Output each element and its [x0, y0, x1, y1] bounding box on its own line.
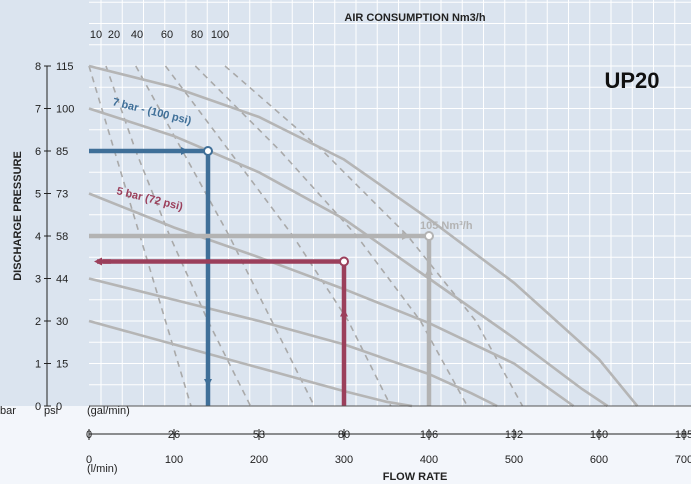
y-axis-title: DISCHARGE PRESSURE — [12, 151, 24, 281]
x-tick-label-lmin: 200 — [250, 454, 268, 466]
x-tick-label-lmin: 300 — [335, 454, 353, 466]
x-tick-label-lmin: 0 — [86, 454, 92, 466]
x-axis-title: FLOW RATE — [383, 471, 448, 483]
y-unit-psi: psi — [44, 405, 58, 417]
y-tick-label-psi: 85 — [56, 146, 68, 158]
top-tick-label: 40 — [131, 29, 143, 41]
x-tick-label-gal: 185 — [675, 429, 691, 441]
y-tick-label-bar: 2 — [35, 316, 41, 328]
x-axis-ticks: 0026100532008030010640013250016060018570… — [86, 429, 691, 466]
y-tick-label-psi: 115 — [56, 61, 74, 73]
blue-operating-point — [203, 146, 213, 156]
x-tick-label-lmin: 600 — [590, 454, 608, 466]
x-tick-label-lmin: 400 — [420, 454, 438, 466]
x-tick-label-lmin: 700 — [675, 454, 691, 466]
x-unit-gal: (gal/min) — [87, 405, 130, 417]
air-consumption-curve-100 — [224, 65, 524, 407]
y-tick-label-psi: 0 — [56, 401, 62, 413]
top-axis-title: AIR CONSUMPTION Nm3/h — [344, 12, 485, 24]
air-consumption-curve-40 — [135, 65, 316, 407]
red-operating-point — [339, 256, 349, 267]
top-tick-label: 60 — [161, 29, 173, 41]
y-tick-label-bar: 6 — [35, 146, 41, 158]
y-tick-label-psi: 15 — [56, 359, 68, 371]
y-tick-label-bar: 1 — [35, 359, 41, 371]
x-unit-l: (l/min) — [87, 463, 118, 475]
pressure-curve-2bar — [88, 319, 413, 408]
top-axis-ticks: 10 20 40 60 80 100 — [90, 29, 229, 41]
y-tick-label-bar: 8 — [35, 61, 41, 73]
y-tick-label-bar: 5 — [35, 189, 41, 201]
x-tick-label-lmin: 500 — [505, 454, 523, 466]
y-tick-label-bar: 7 — [35, 104, 41, 116]
y-tick-label-psi: 73 — [56, 189, 68, 201]
y-tick-label-psi: 100 — [56, 104, 74, 116]
top-tick-label: 80 — [191, 29, 203, 41]
grey-air-label: 105 Nm³/h — [420, 220, 473, 232]
y-tick-label-psi: 58 — [56, 231, 68, 243]
y-tick-label-psi: 30 — [56, 316, 68, 328]
y-tick-label-bar: 3 — [35, 274, 41, 286]
pressure-curve-8bar — [88, 64, 639, 407]
pressure-curve-7bar — [88, 107, 609, 408]
example-arrows: 7 bar - (100 psi)5 bar (72 psi)105 Nm³/h — [89, 96, 473, 406]
top-tick-label: 10 — [90, 29, 102, 41]
top-tick-label: 20 — [108, 29, 120, 41]
y-tick-label-psi: 44 — [56, 274, 68, 286]
grid — [89, 0, 691, 406]
x-tick-label-lmin: 100 — [165, 454, 183, 466]
y-tick-label-bar: 4 — [35, 231, 41, 243]
y-unit-bar: bar — [0, 405, 16, 417]
y-tick-label-bar: 0 — [35, 401, 41, 413]
model-label: UP20 — [604, 68, 659, 93]
top-tick-label: 100 — [211, 29, 229, 41]
grey-operating-point — [424, 231, 434, 241]
